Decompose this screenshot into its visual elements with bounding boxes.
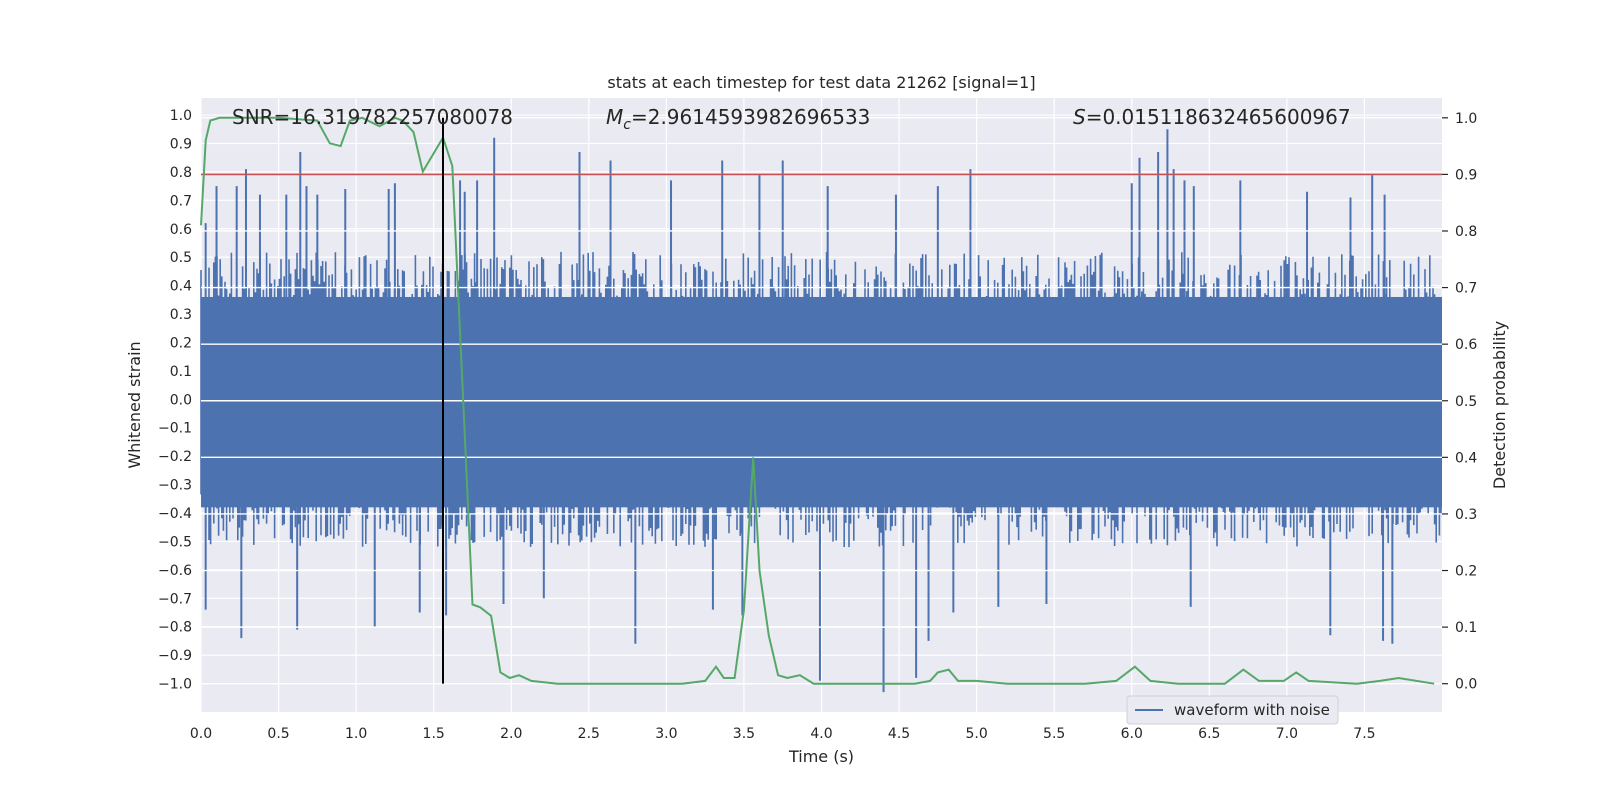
- y-tick-label: −0.1: [158, 421, 192, 437]
- snr-annotation: SNR=16.319782257080078: [232, 105, 513, 129]
- y-tick-label: 0.6: [170, 222, 192, 238]
- x-tick-label: 1.5: [423, 726, 445, 742]
- y-tick-label: 0.4: [170, 279, 192, 295]
- y2-tick-label: 0.2: [1455, 564, 1477, 580]
- s-symbol: S: [1073, 105, 1086, 129]
- x-tick-label: 4.5: [888, 726, 910, 742]
- y-tick-label: 0.8: [170, 165, 192, 181]
- mc-symbol: M: [606, 105, 623, 129]
- y2-tick-label: 0.0: [1455, 677, 1477, 693]
- legend-label: waveform with noise: [1174, 701, 1330, 719]
- y2-tick-label: 0.6: [1455, 337, 1477, 353]
- s-value: =0.015118632465600967: [1086, 105, 1351, 129]
- y2-tick-label: 1.0: [1455, 111, 1477, 127]
- x-tick-label: 7.0: [1276, 726, 1298, 742]
- y-tick-label: −0.9: [158, 648, 192, 664]
- y-tick-label: −0.7: [158, 591, 192, 607]
- x-tick-label: 3.0: [655, 726, 677, 742]
- score-annotation: S=0.015118632465600967: [1073, 105, 1351, 129]
- mc-subscript: c: [623, 117, 631, 133]
- y-tick-label: −0.5: [158, 534, 192, 550]
- y2-tick-label: 0.9: [1455, 167, 1477, 183]
- waveform-series: [200, 129, 1442, 693]
- grid-overlay: [201, 117, 1442, 685]
- axis-labels: stats at each timestep for test data 212…: [125, 73, 1509, 766]
- x-tick-label: 4.0: [810, 726, 832, 742]
- mc-value: =2.9614593982696533: [631, 105, 870, 129]
- waveform-core-band: [201, 296, 1442, 508]
- detection-probability-line: [200, 116, 1435, 685]
- x-tick-label: 6.5: [1198, 726, 1220, 742]
- y-tick-label: 0.5: [170, 250, 192, 266]
- x-tick-label: 5.5: [1043, 726, 1065, 742]
- y-tick-label: 0.7: [170, 193, 192, 209]
- legend: waveform with noise: [1126, 695, 1339, 725]
- x-tick-label: 2.0: [500, 726, 522, 742]
- y-tick-label: 0.1: [170, 364, 192, 380]
- x-axis-label: Time (s): [788, 747, 854, 766]
- legend-box: [1126, 695, 1339, 725]
- y2-tick-label: 0.3: [1455, 507, 1477, 523]
- y-tick-label: −0.4: [158, 506, 192, 522]
- x-tick-label: 6.0: [1121, 726, 1143, 742]
- y-axis-label: Whitened strain: [125, 341, 144, 468]
- y-tick-label: −0.2: [158, 449, 192, 465]
- x-tick-label: 0.5: [267, 726, 289, 742]
- x-tick-label: 0.0: [190, 726, 212, 742]
- chirp-mass-annotation: Mc=2.9614593982696533: [606, 105, 870, 133]
- y2-tick-label: 0.4: [1455, 450, 1477, 466]
- x-tick-label: 5.0: [965, 726, 987, 742]
- x-tick-label: 2.5: [578, 726, 600, 742]
- chart-title: stats at each timestep for test data 212…: [607, 73, 1035, 92]
- y-tick-label: 0.2: [170, 335, 192, 351]
- y-tick-label: 1.0: [170, 108, 192, 124]
- x-tick-label: 7.5: [1353, 726, 1375, 742]
- y2-tick-label: 0.8: [1455, 224, 1477, 240]
- x-tick-label: 3.5: [733, 726, 755, 742]
- x-tick-label: 1.0: [345, 726, 367, 742]
- y-tick-label: −0.8: [158, 620, 192, 636]
- y-tick-label: 0.0: [170, 392, 192, 408]
- tick-labels: 0.0 0.5 1.0 1.5 2.0 2.5 3.0 3.5 4.0 4.5 5.0 5.5 6.0 6…: [158, 108, 1477, 742]
- y2-axis-label: Detection probability: [1490, 321, 1509, 489]
- y-tick-label: −0.3: [158, 478, 192, 494]
- y2-tick-label: 0.1: [1455, 620, 1477, 636]
- y-tick-label: 0.9: [170, 136, 192, 152]
- y-tick-label: −1.0: [158, 677, 192, 693]
- probability-series: [200, 116, 1442, 685]
- y-tick-label: −0.6: [158, 563, 192, 579]
- y-tick-label: 0.3: [170, 307, 192, 323]
- y2-tick-label: 0.7: [1455, 281, 1477, 297]
- y2-tick-label: 0.5: [1455, 394, 1477, 410]
